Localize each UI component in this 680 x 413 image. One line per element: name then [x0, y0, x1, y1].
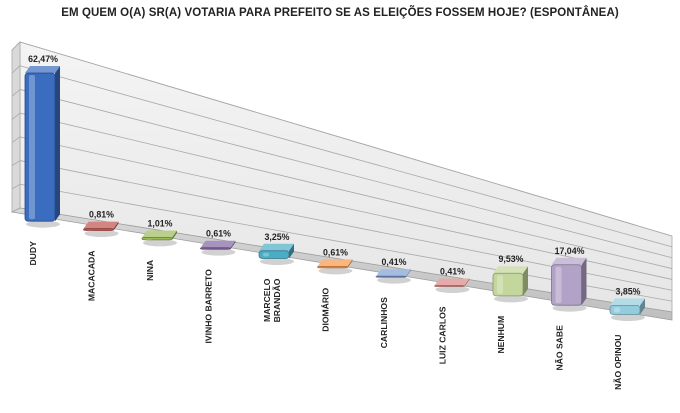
category-label: MACACADA — [87, 251, 97, 302]
bar — [83, 221, 119, 238]
chart-title: EM QUEM O(A) SR(A) VOTARIA PARA PREFEITO… — [61, 7, 619, 19]
gridline-side — [11, 41, 21, 51]
bar — [317, 259, 353, 275]
gridline — [19, 112, 673, 269]
data-label: 9,53% — [499, 254, 524, 264]
category-label: BRANDÃO — [272, 278, 282, 322]
data-label: 0,61% — [323, 247, 348, 257]
data-label: 1,01% — [148, 218, 173, 228]
gridline — [19, 136, 673, 280]
bar — [434, 278, 470, 294]
category-label: LUIZ CARLOS — [438, 306, 448, 364]
gridline-side — [11, 65, 21, 74]
category-label: DIOMÁRIO — [321, 288, 331, 332]
bar — [258, 243, 294, 266]
gridline-side — [11, 183, 21, 190]
gridline-side — [11, 112, 21, 120]
data-label: 17,04% — [555, 246, 585, 256]
category-label: NENHUM — [496, 316, 506, 354]
gridline-side — [11, 160, 21, 167]
category-label: NÃO OPINOU — [613, 335, 623, 390]
category-label: NINA — [145, 260, 155, 281]
category-label: IVINHO BARRETO — [204, 269, 214, 344]
category-label: NÃO SABE — [555, 325, 565, 371]
gridline — [19, 89, 673, 259]
gridline — [19, 41, 673, 237]
data-label: 62,47% — [28, 54, 58, 64]
gridline-side — [11, 89, 21, 97]
data-label: 3,25% — [265, 232, 290, 242]
category-label: MARCELO — [262, 278, 272, 322]
bar — [609, 298, 645, 322]
bar — [492, 266, 528, 303]
data-label: 0,61% — [206, 229, 231, 239]
gridline-side — [11, 136, 21, 143]
data-label: 0,41% — [440, 267, 465, 277]
bar — [551, 257, 587, 312]
bar — [141, 230, 177, 247]
category-label: CARLINHOS — [379, 297, 389, 348]
bar — [24, 66, 60, 228]
data-label: 0,81% — [89, 210, 114, 220]
data-label: 0,41% — [382, 257, 407, 267]
data-label: 3,85% — [616, 286, 641, 296]
category-label: DUDY — [28, 241, 38, 266]
bar — [200, 240, 236, 256]
gridline — [19, 65, 673, 248]
bar — [375, 269, 411, 284]
